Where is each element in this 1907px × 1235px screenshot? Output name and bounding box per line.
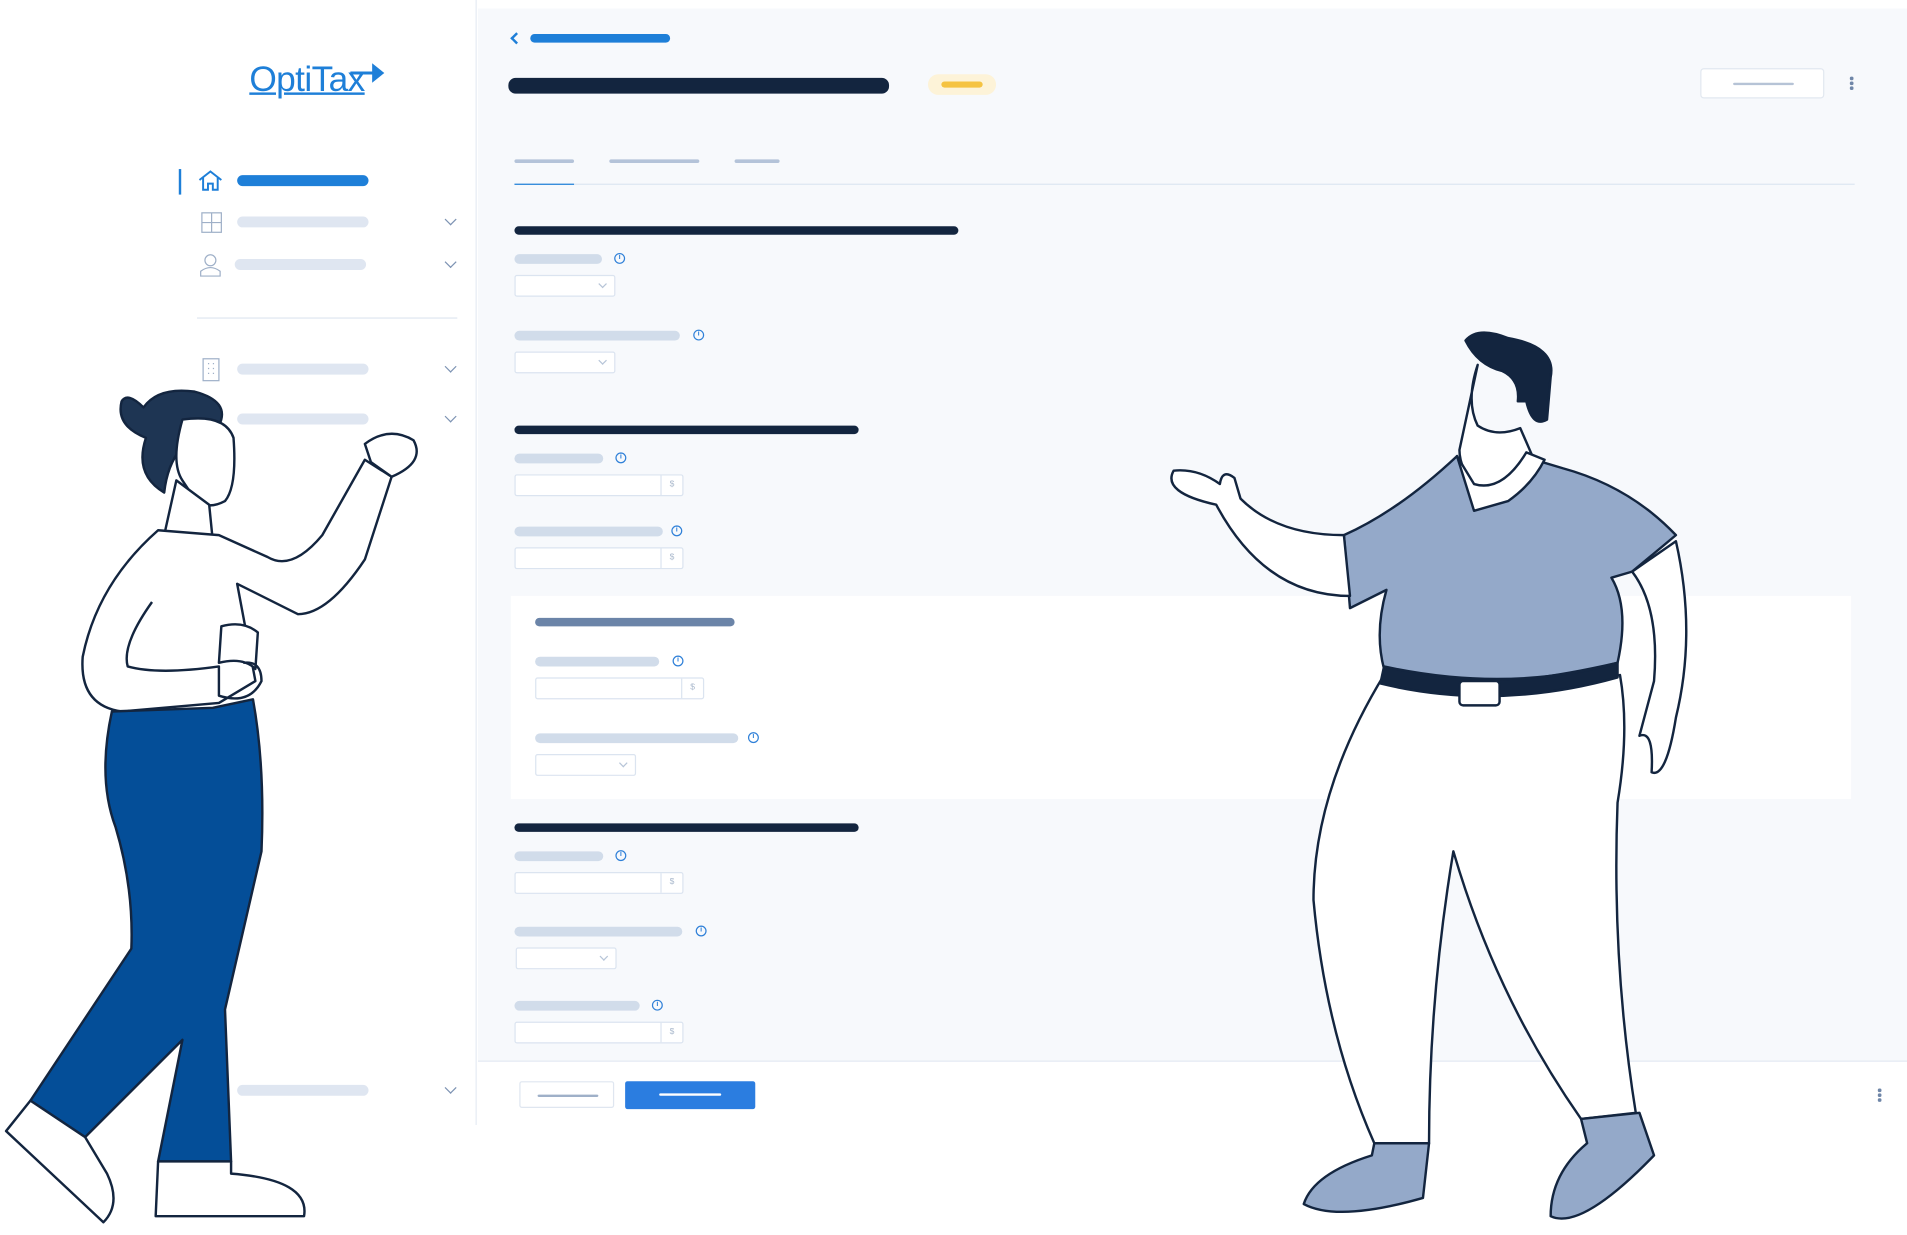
currency-input[interactable]: $ [514,474,684,497]
sidebar-item-label [237,1084,369,1096]
save-button[interactable] [625,1081,756,1110]
sidebar-item-folder[interactable] [197,406,465,433]
info-icon[interactable]: i [695,925,707,937]
field-label [535,733,739,744]
field-label [514,453,604,464]
field-label [535,656,660,667]
calculator-icon [201,212,222,233]
more-options-icon[interactable] [1849,76,1854,92]
currency-input[interactable]: $ [514,547,684,570]
chevron-down-icon [444,213,457,226]
field-label [514,851,604,862]
info-icon[interactable]: i [615,850,627,862]
home-icon [198,170,222,191]
optitax-logo[interactable]: OptiTax [249,60,365,100]
breadcrumb [530,34,671,43]
subsection-card [510,595,1852,800]
chevron-down-icon [444,410,457,423]
subsection-heading [535,617,735,627]
footer-more-icon[interactable] [1877,1088,1882,1103]
chevron-down-icon [444,256,457,269]
info-icon[interactable]: i [615,452,627,464]
info-icon[interactable]: i [651,999,663,1011]
sidebar-item-building[interactable] [197,356,465,383]
chevron-down-icon [619,758,628,768]
cancel-button[interactable] [519,1081,615,1108]
active-indicator [178,169,182,195]
info-icon[interactable]: i [672,655,684,667]
select-field[interactable] [515,947,617,970]
tabs-divider [514,183,1855,185]
header-action-button[interactable] [1700,68,1825,99]
info-icon[interactable]: i [671,525,683,537]
sidebar-item-label [237,413,369,425]
info-icon[interactable]: i [614,252,626,264]
currency-input[interactable]: $ [514,1021,684,1044]
sidebar-item-label [234,259,367,270]
tab-2[interactable] [609,152,700,184]
sidebar-item-home[interactable] [197,168,465,195]
sidebar-item-calculator[interactable] [197,209,465,236]
sidebar-footer-item[interactable] [197,1078,465,1105]
currency-input[interactable]: $ [514,872,684,894]
woman-illustration [4,389,418,1224]
chevron-down-icon [444,1081,457,1094]
select-field[interactable] [514,351,616,374]
field-label [514,254,603,264]
currency-input[interactable]: $ [535,677,705,700]
currency-suffix: $ [660,1022,682,1043]
currency-suffix: $ [660,475,682,495]
chevron-down-icon [598,279,607,289]
chevron-down-icon [598,356,607,365]
tab-1[interactable] [514,152,575,185]
sidebar-item-label [237,175,369,187]
user-icon [200,254,221,277]
info-icon[interactable]: i [693,329,705,341]
page-title [508,77,890,94]
select-field[interactable] [535,754,637,776]
building-icon [202,358,220,382]
sidebar-item-label [237,216,369,228]
select-field[interactable] [514,274,616,297]
info-icon[interactable]: i [747,732,759,744]
sidebar-item-user[interactable] [197,252,465,279]
currency-suffix: $ [660,548,682,568]
back-link[interactable] [506,29,676,48]
field-label [514,526,663,537]
field-label [514,926,683,937]
tab-3[interactable] [734,152,780,184]
man-illustration [1170,331,1688,1220]
sidebar-item-label [237,363,369,375]
field-label [514,1000,640,1011]
section-heading [514,823,859,832]
section-heading [514,226,959,235]
chevron-down-icon [599,952,609,961]
chevron-down-icon [444,360,457,373]
chevron-left-icon [510,32,523,45]
status-badge [927,74,997,95]
currency-suffix: $ [681,678,703,699]
logo-arrow-icon [350,63,385,83]
currency-suffix: $ [660,873,682,893]
section-heading [514,425,859,435]
sidebar-divider [197,317,458,319]
field-label [514,330,680,341]
